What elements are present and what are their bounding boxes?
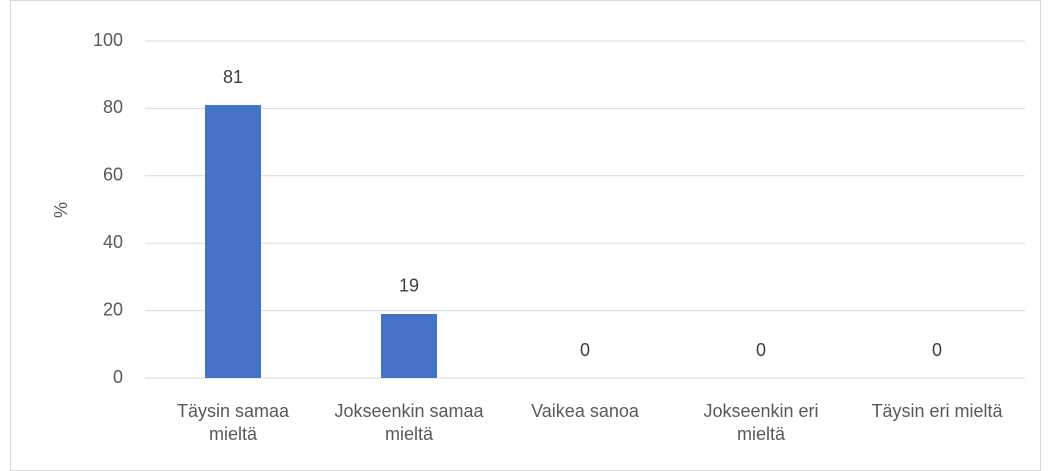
bar [205,105,261,378]
y-axis-label: % [51,202,71,218]
y-tick-label: 20 [103,299,123,319]
chart-border [10,0,1041,471]
data-label: 19 [399,276,419,296]
y-tick-label: 100 [93,30,123,50]
y-tick-label: 0 [113,367,123,387]
data-label: 0 [756,340,766,360]
bar [381,313,437,378]
y-tick-label: 40 [103,232,123,252]
data-label: 81 [223,67,243,87]
x-tick-label: Jokseenkin eri mieltä [703,401,819,444]
data-label: 0 [580,340,590,360]
y-tick-label: 60 [103,165,123,185]
x-tick-label: Täysin samaa mieltä [176,401,290,444]
data-label: 0 [932,340,942,360]
x-tick-label: Täysin eri mieltä [871,401,1003,421]
y-tick-label: 80 [103,97,123,117]
x-tick-label: Vaikea sanoa [531,401,639,421]
x-tick-label: Jokseenkin samaa mieltä [334,401,484,444]
